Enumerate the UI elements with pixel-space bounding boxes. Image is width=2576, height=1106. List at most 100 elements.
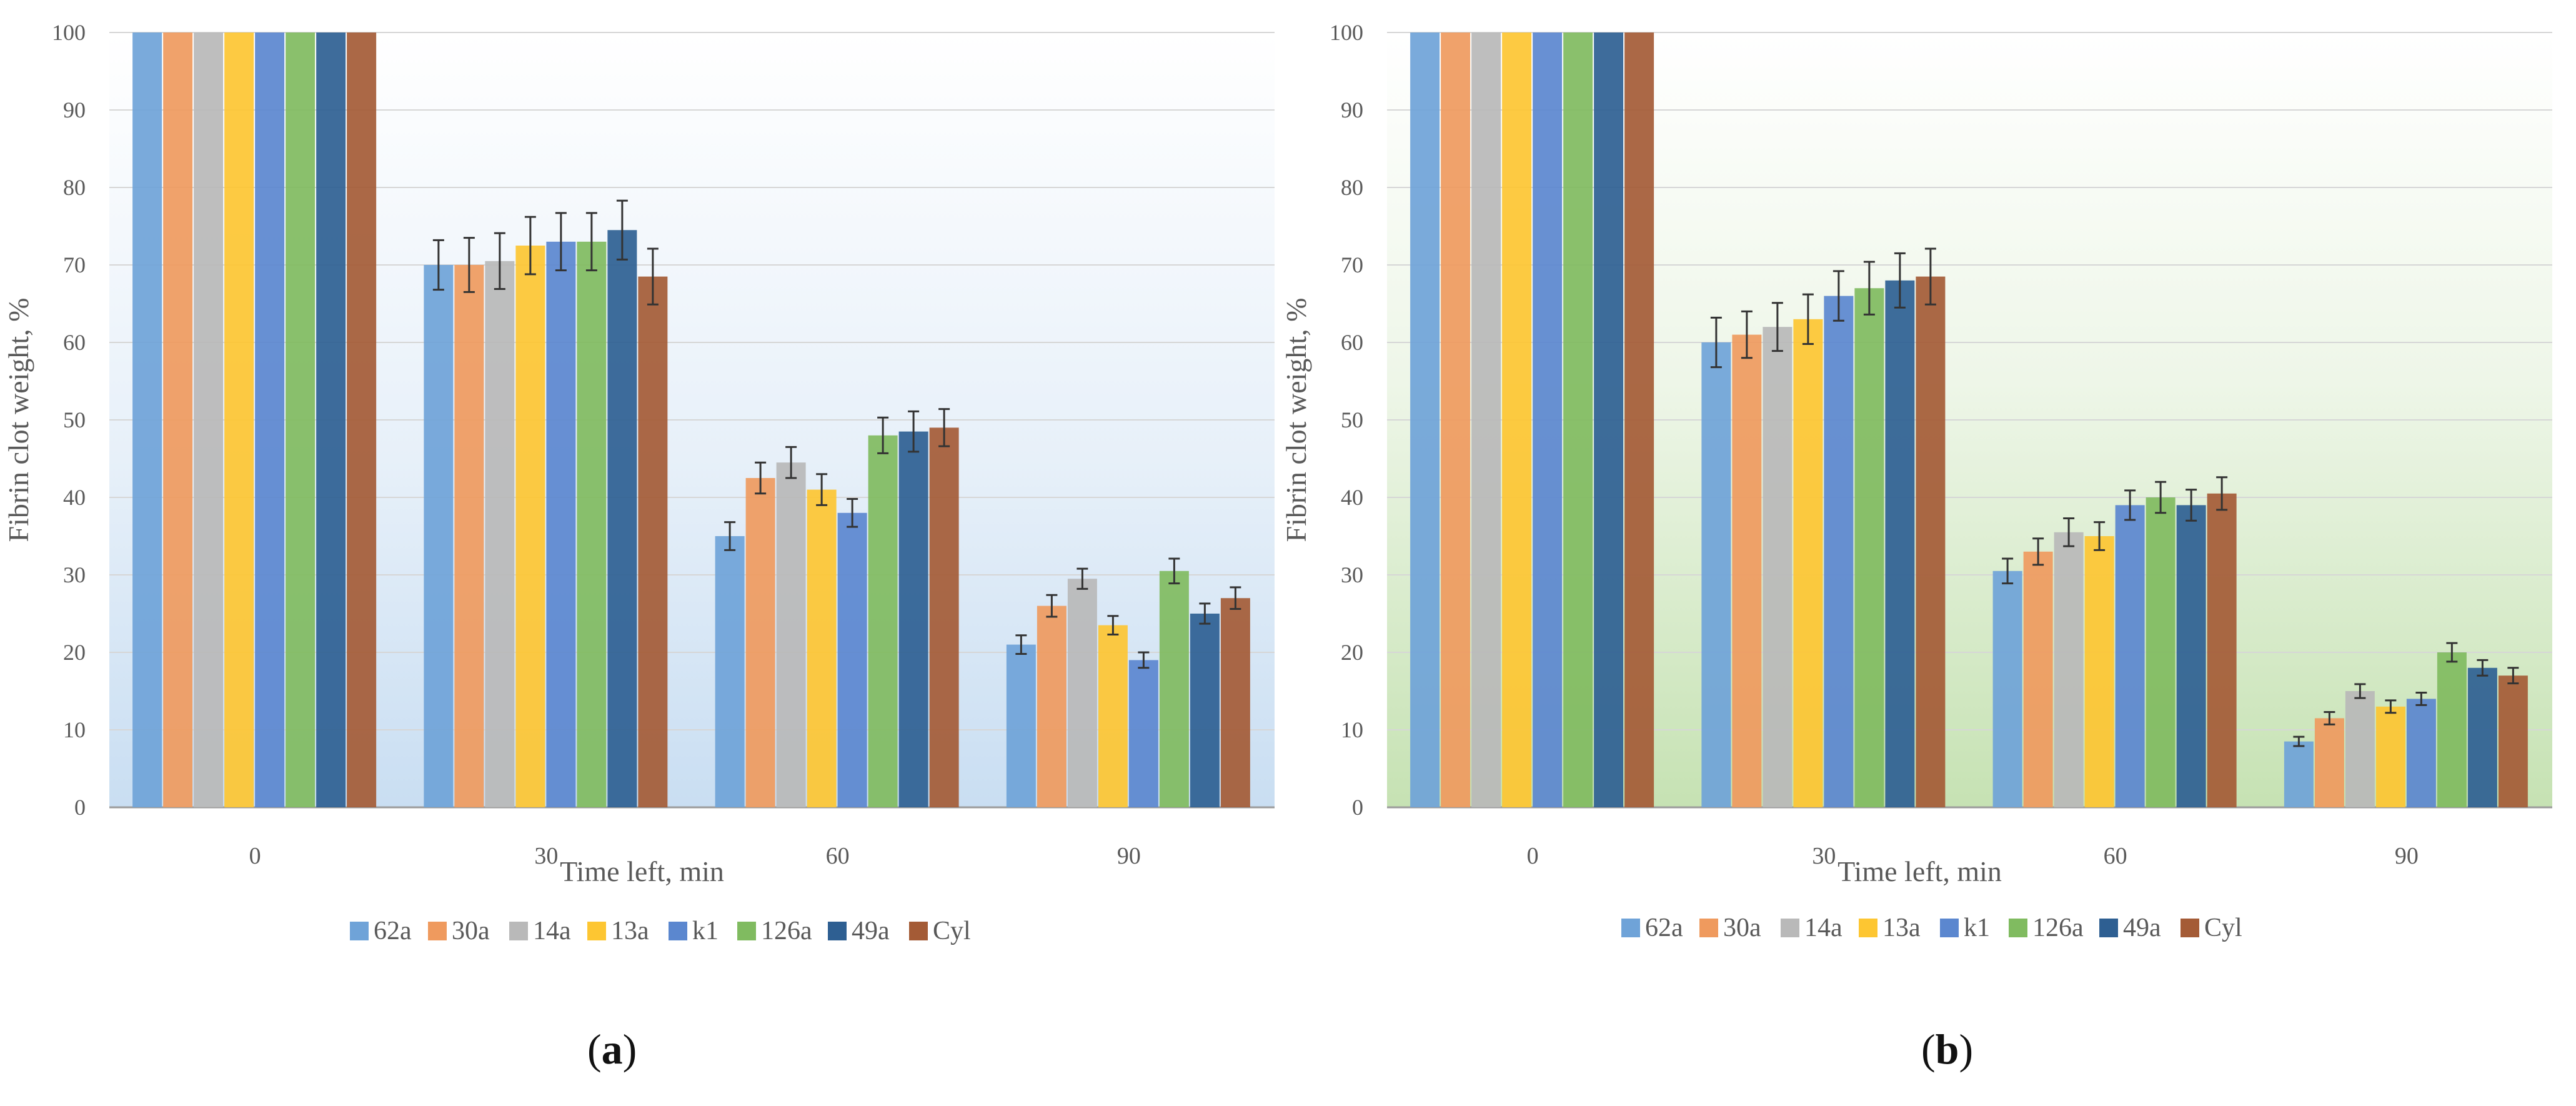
error-bar-30a-90 <box>1046 594 1058 618</box>
legend: 62a 30a 14a 13a k1 126a 49a Cyl <box>350 917 971 945</box>
bar-30a-90 <box>1037 605 1067 807</box>
bar-49a-90 <box>2467 667 2497 807</box>
legend-item-13a: 13a <box>1859 914 1921 942</box>
error-bar-49a-90 <box>1199 602 1211 625</box>
error-bar-126a-60 <box>877 416 889 454</box>
legend-label-14a: 14a <box>1804 914 1842 942</box>
error-bar-k1-60 <box>2124 489 2136 521</box>
bar-13a-0 <box>1502 32 1532 807</box>
error-bar-14a-30 <box>494 232 505 290</box>
legend-swatch-14a <box>509 922 528 940</box>
error-bar-62a-60 <box>2002 557 2014 585</box>
legend-label-14a: 14a <box>533 917 571 945</box>
y-tick-label: 70 <box>63 252 86 277</box>
chart-panel-a: 0 10 20 30 40 50 60 70 80 90 100 0 30 60 90 Time left, … <box>2 20 1275 945</box>
x-axis-title: Time left, min <box>560 855 724 887</box>
legend-label-49a: 49a <box>2123 914 2161 942</box>
bar-k1-0 <box>255 32 285 807</box>
bar-13a-30 <box>515 246 545 807</box>
error-bar-49a-30 <box>616 199 628 261</box>
legend-item-30a: 30a <box>428 917 490 945</box>
legend-item-126a: 126a <box>2009 914 2084 942</box>
bar-62a-0 <box>132 32 162 807</box>
bar-13a-30 <box>1793 319 1823 807</box>
y-tick-label: 50 <box>63 407 86 432</box>
legend-swatch-62a <box>350 922 369 940</box>
bar-14a-0 <box>194 32 224 807</box>
y-tick-label: 50 <box>1341 407 1363 432</box>
error-bar-49a-60 <box>2186 489 2197 522</box>
x-tick-label: 0 <box>249 843 261 869</box>
error-bar-13a-30 <box>1802 293 1814 345</box>
error-bar-14a-30 <box>1771 302 1783 352</box>
bar-62a-30 <box>1701 342 1731 807</box>
bar-126a-0 <box>286 32 316 807</box>
legend-label-126a: 126a <box>2032 914 2084 942</box>
y-tick-label: 80 <box>63 175 86 200</box>
error-bar-126a-60 <box>2155 481 2167 514</box>
legend-item-49a: 49a <box>828 917 890 945</box>
legend-swatch-30a <box>428 922 447 940</box>
bar-30a-30 <box>454 265 484 807</box>
error-bar-49a-30 <box>1894 252 1906 309</box>
legend-label-126a: 126a <box>761 917 812 945</box>
bar-126a-30 <box>577 241 607 807</box>
legend-label-13a: 13a <box>1882 914 1921 942</box>
y-tick-label: 10 <box>63 717 86 742</box>
legend-item-126a: 126a <box>737 917 812 945</box>
legend-item-k1: k1 <box>669 917 719 945</box>
y-tick-label: 60 <box>1341 330 1363 355</box>
legend-label-49a: 49a <box>852 917 890 945</box>
legend-swatch-k1 <box>1940 919 1959 937</box>
error-bar-62a-30 <box>1710 316 1722 369</box>
legend-label-k1: k1 <box>692 917 719 945</box>
legend-swatch-62a <box>1621 919 1640 937</box>
bar-13a-60 <box>807 489 837 807</box>
legend-swatch-126a <box>737 922 756 940</box>
error-bar-14a-60 <box>785 446 797 479</box>
bar-14a-30 <box>485 261 515 807</box>
error-bar-62a-30 <box>432 239 444 291</box>
bar-62a-90 <box>2284 741 2314 807</box>
x-tick-label: 90 <box>1117 843 1141 869</box>
chart-panel-b: 0 10 20 30 40 50 60 70 80 90 100 0 30 60 90 Time left, … <box>1280 20 2552 942</box>
legend-label-13a: 13a <box>611 917 649 945</box>
y-tick-label: 0 <box>74 795 86 820</box>
error-bar-13a-90 <box>1107 615 1119 635</box>
bar-k1-90 <box>1128 660 1158 807</box>
x-tick-label: 60 <box>2104 843 2127 869</box>
legend-swatch-13a <box>1859 919 1877 937</box>
error-bar-Cyl-90 <box>1230 586 1241 610</box>
bar-Cyl-90 <box>2498 675 2528 807</box>
legend-item-62a: 62a <box>350 917 412 945</box>
bar-126a-60 <box>2146 497 2176 807</box>
panel-label-a: (a) <box>587 1025 637 1073</box>
bar-14a-90 <box>2345 691 2375 807</box>
bar-126a-60 <box>868 435 898 807</box>
bar-62a-60 <box>715 536 745 807</box>
bar-13a-0 <box>224 32 254 807</box>
legend-label-30a: 30a <box>452 917 490 945</box>
bar-14a-30 <box>1763 327 1793 807</box>
error-bar-62a-90 <box>2293 735 2305 747</box>
y-tick-label: 90 <box>63 97 86 122</box>
error-bar-k1-60 <box>847 497 858 528</box>
x-tick-label: 90 <box>2395 843 2419 869</box>
bar-Cyl-60 <box>929 427 959 807</box>
bar-30a-30 <box>1732 334 1762 807</box>
bar-62a-60 <box>1992 570 2022 807</box>
legend-swatch-49a <box>828 922 847 940</box>
x-tick-label: 30 <box>534 843 558 869</box>
legend-swatch-49a <box>2099 919 2118 937</box>
error-bar-30a-60 <box>755 461 767 495</box>
error-bar-30a-30 <box>1741 310 1753 359</box>
bar-49a-60 <box>898 431 928 807</box>
y-tick-label: 30 <box>63 562 86 587</box>
legend-item-49a: 49a <box>2099 914 2161 942</box>
bar-30a-60 <box>2023 551 2053 807</box>
bar-k1-60 <box>2115 505 2145 807</box>
x-tick-label: 0 <box>1527 843 1539 869</box>
legend-swatch-126a <box>2009 919 2027 937</box>
